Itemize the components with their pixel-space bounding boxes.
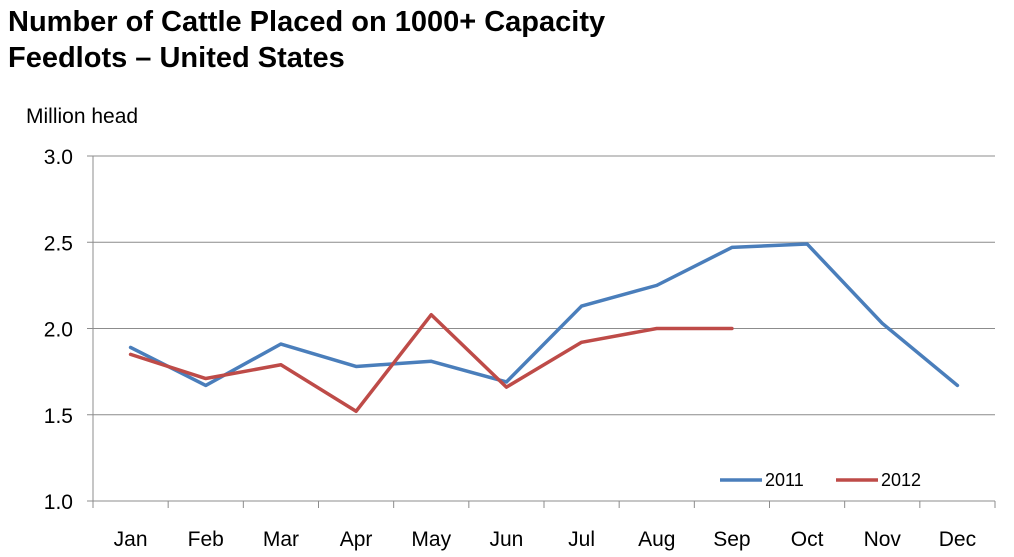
data-point-2012-mar [279,363,283,367]
x-tick-label-feb: Feb [188,528,224,551]
data-point-2012-jul [580,340,584,344]
x-tick-label-nov: Nov [864,528,902,551]
data-point-2012-feb [204,377,208,381]
axes: 1.0 1.5 2.0 2.5 3.0 Jan Feb Mar Apr May Jun Jul Aug S… [44,146,996,551]
legend-label-2012: 2012 [881,470,921,490]
series-line-2011 [128,242,960,388]
data-point-2012-apr [354,409,358,413]
chart-title: Number of Cattle Placed on 1000+ Capacit… [8,4,998,76]
x-tick-label-jul: Jul [568,528,595,551]
data-point-2012-aug [655,327,659,330]
x-tick-label-mar: Mar [263,528,299,551]
chart-title-line-1: Number of Cattle Placed on 1000+ Capacit… [8,6,606,38]
gridlines [93,155,995,416]
y-tick-label: 2.5 [44,232,73,255]
x-tick-label-oct: Oct [791,528,824,551]
data-point-2012-may [429,313,433,317]
data-point-2011-jul [580,304,584,308]
x-tick-label-jun: Jun [489,528,523,551]
x-tick-label-may: May [411,528,451,551]
legend: 2011 2012 [720,470,921,490]
x-tick-label-aug: Aug [638,528,675,551]
y-tick-label: 2.0 [44,319,73,342]
x-tick-label-apr: Apr [340,528,373,551]
data-point-2011-feb [204,383,208,387]
data-point-2011-nov [880,321,884,325]
data-point-2011-apr [354,364,358,368]
x-tick-label-dec: Dec [939,528,976,551]
y-axis-unit-label: Million head [26,105,138,128]
data-point-2011-oct [805,242,809,246]
y-tick-label: 1.5 [44,405,73,428]
data-point-2012-sep [730,327,734,330]
data-point-2011-may [429,359,433,363]
data-point-2011-aug [655,283,659,287]
y-tick-label: 1.0 [44,491,73,514]
y-tick-label: 3.0 [44,146,73,169]
data-point-2011-dec [955,383,959,387]
data-point-2011-jan [129,345,133,349]
legend-label-2011: 2011 [765,470,804,490]
chart-title-line-2: Feedlots – United States [8,42,345,74]
data-point-2012-jun [504,385,508,389]
x-tick-label-jan: Jan [114,528,148,551]
data-point-2011-jun [504,380,508,384]
x-tick-label-sep: Sep [713,528,750,551]
series-lines [128,242,960,414]
data-point-2012-jan [129,352,133,356]
data-point-2011-sep [730,245,734,249]
data-point-2011-mar [279,342,283,346]
